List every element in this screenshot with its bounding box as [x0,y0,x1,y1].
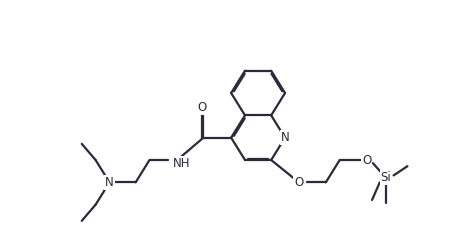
Text: NH: NH [173,157,190,170]
Text: O: O [361,154,370,167]
Text: Si: Si [380,171,391,184]
Text: O: O [294,176,303,189]
Text: N: N [105,176,113,189]
Text: N: N [280,131,289,144]
Text: O: O [197,101,206,114]
